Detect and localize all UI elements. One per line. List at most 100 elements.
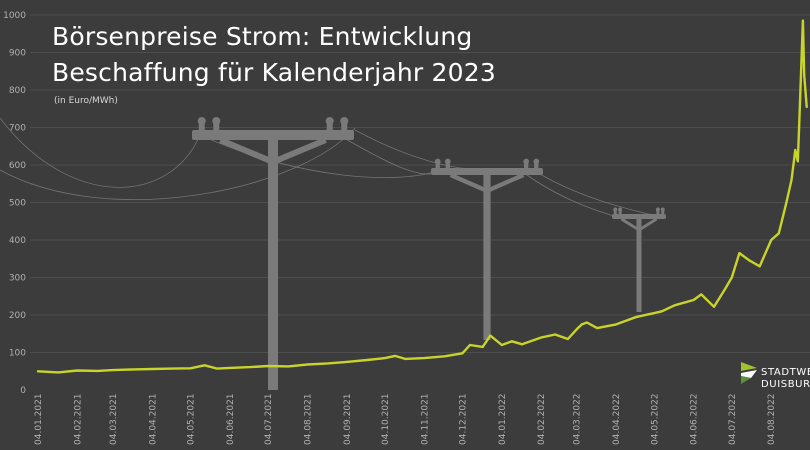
price-data-points <box>37 19 808 374</box>
unit-label: (in Euro/MWh) <box>54 96 118 106</box>
data-point <box>723 289 725 292</box>
data-point <box>489 334 492 337</box>
data-point <box>673 304 676 307</box>
data-point <box>554 333 556 336</box>
data-point <box>770 239 773 241</box>
x-tick-label: 04.03.2021 <box>109 393 119 445</box>
x-tick-label: 04.06.2022 <box>690 393 700 445</box>
y-tick-label: 800 <box>9 86 26 96</box>
x-tick-label: 04.05.2022 <box>650 393 660 445</box>
data-point <box>596 327 598 329</box>
data-point <box>785 201 788 204</box>
data-point <box>96 370 99 372</box>
chart-subtitle: Beschaffung für Kalenderjahr 2023 <box>52 58 496 87</box>
y-tick-label: 0 <box>20 386 26 396</box>
y-tick-label: 600 <box>9 161 26 171</box>
data-point <box>802 19 804 22</box>
x-tick-label: 04.02.2021 <box>73 393 83 445</box>
data-point <box>738 252 741 255</box>
data-point <box>112 369 114 371</box>
data-point <box>267 365 269 367</box>
y-tick-label: 900 <box>9 49 26 59</box>
x-axis: 04.01.2021 04.02.2021 04.03.2021 04.04.2021… <box>34 393 777 445</box>
data-point <box>580 323 583 326</box>
y-tick-label: 400 <box>9 236 26 246</box>
x-tick-label: 04.07.2021 <box>264 393 274 445</box>
x-tick-label: 04.07.2022 <box>728 393 738 445</box>
data-point <box>37 370 39 373</box>
data-point <box>443 355 446 358</box>
x-tick-label: 04.01.2022 <box>498 393 508 445</box>
data-point <box>461 352 464 355</box>
logo-text-line2: DUISBURG <box>761 379 810 390</box>
data-point <box>803 74 806 76</box>
data-point <box>366 359 368 361</box>
data-point <box>171 367 174 370</box>
data-point <box>151 368 154 370</box>
data-point <box>511 340 513 343</box>
data-point <box>798 126 800 129</box>
data-point <box>635 316 638 318</box>
data-point <box>469 344 471 346</box>
y-tick-label: 100 <box>9 349 26 359</box>
y-tick-label: 700 <box>9 124 26 134</box>
x-tick-label: 04.02.2022 <box>537 393 547 445</box>
x-tick-label: 04.10.2021 <box>381 393 391 445</box>
data-point <box>481 346 484 348</box>
data-point <box>796 160 799 163</box>
logo-text-line1: STADTWERKE <box>761 367 810 378</box>
data-point <box>748 259 751 262</box>
data-point <box>586 321 588 324</box>
x-tick-label: 04.03.2022 <box>573 393 583 445</box>
data-point <box>521 343 523 346</box>
x-tick-label: 04.11.2021 <box>420 393 430 445</box>
data-point <box>661 310 663 313</box>
data-point <box>758 265 761 268</box>
data-point <box>575 328 578 331</box>
data-point <box>76 369 79 372</box>
gridlines <box>30 14 810 353</box>
x-tick-label: 04.09.2021 <box>343 393 353 445</box>
data-point <box>653 312 656 314</box>
data-point <box>540 336 543 339</box>
data-point <box>805 106 808 108</box>
data-point <box>189 367 192 370</box>
data-point <box>229 367 231 369</box>
stadtwerke-logo-icon <box>741 362 757 384</box>
data-point <box>203 364 206 367</box>
data-point <box>567 338 569 340</box>
data-point <box>692 299 695 301</box>
x-tick-label: 04.08.2021 <box>303 393 313 445</box>
data-point <box>730 276 733 279</box>
data-point <box>57 371 60 374</box>
data-point <box>216 367 219 370</box>
data-point <box>287 365 290 368</box>
data-point <box>713 305 715 308</box>
data-point <box>394 355 396 357</box>
data-point <box>615 323 617 326</box>
y-tick-label: 1000 <box>3 11 26 21</box>
x-tick-label: 04.06.2021 <box>226 393 236 445</box>
chart-title: Börsenpreise Strom: Entwicklung <box>52 22 473 51</box>
data-point <box>345 361 348 363</box>
x-tick-label: 04.01.2021 <box>34 393 44 445</box>
y-tick-label: 300 <box>9 274 26 284</box>
data-point <box>794 149 797 151</box>
x-tick-label: 04.12.2021 <box>458 393 468 445</box>
power-lines-illustration <box>0 117 666 390</box>
data-point <box>700 293 703 296</box>
x-tick-label: 04.08.2022 <box>767 393 777 445</box>
data-point <box>132 368 135 371</box>
y-axis: 0 100 200 300 400 500 600 700 800 900 1000 <box>3 11 26 396</box>
data-point <box>790 179 793 181</box>
y-tick-label: 200 <box>9 311 26 321</box>
data-point <box>777 232 780 235</box>
x-tick-label: 04.04.2021 <box>148 393 158 445</box>
data-point <box>423 357 426 359</box>
data-point <box>249 366 252 368</box>
data-point <box>500 344 503 346</box>
x-tick-label: 04.04.2022 <box>612 393 622 445</box>
y-tick-label: 500 <box>9 199 26 209</box>
data-point <box>404 358 407 360</box>
